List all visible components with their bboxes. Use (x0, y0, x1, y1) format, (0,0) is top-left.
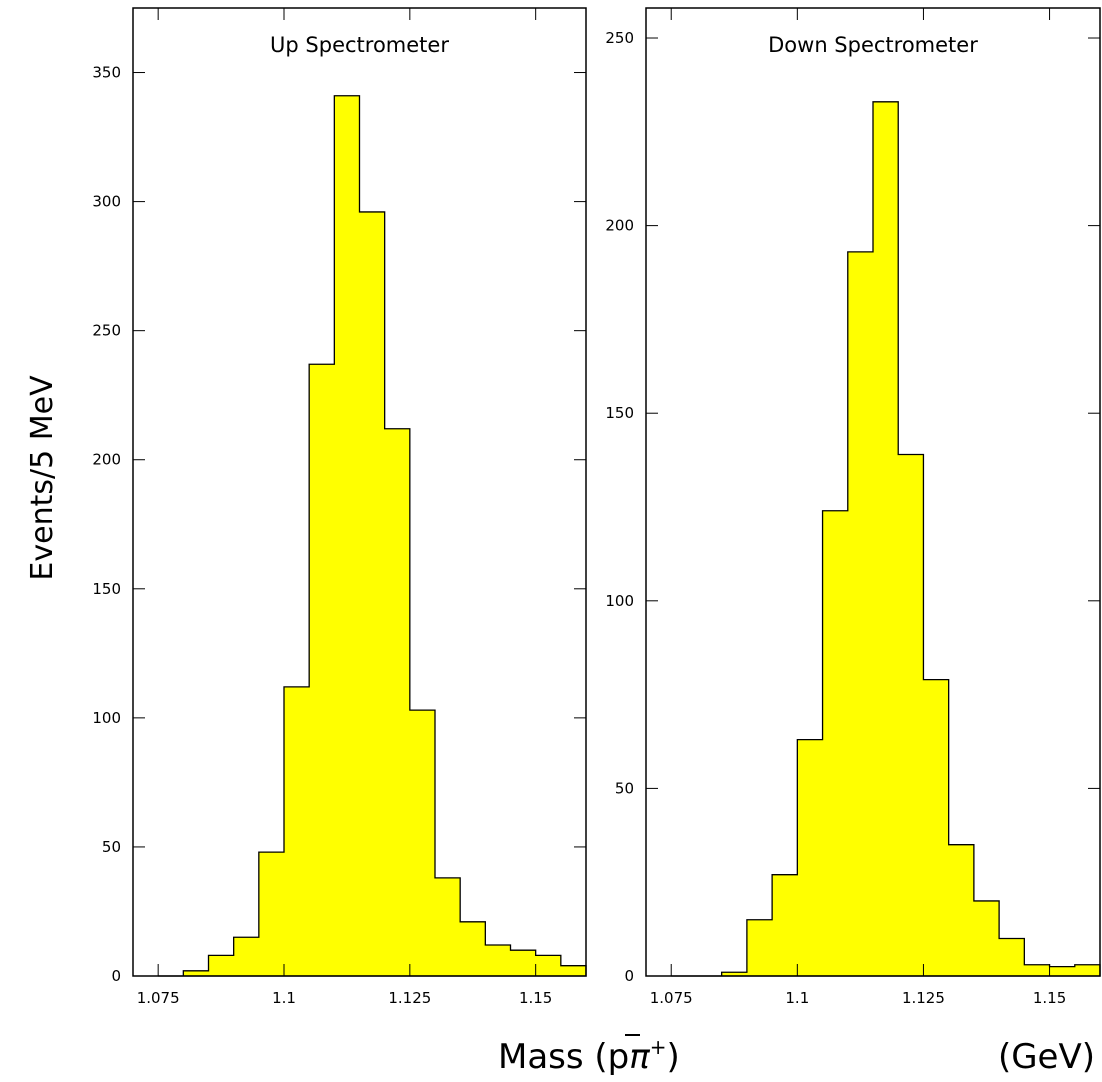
y-axis-label: Events/5 MeV (25, 375, 60, 581)
histogram-bin (384, 428, 410, 976)
histogram-bin (822, 510, 848, 976)
y-tick-label: 250 (92, 322, 121, 340)
histogram-bin (535, 955, 561, 976)
y-tick-label: 150 (92, 580, 121, 598)
histogram-bin (460, 921, 486, 976)
y-tick-label: 100 (92, 709, 121, 727)
histogram-bin (898, 454, 924, 977)
histogram-bin (1049, 966, 1075, 976)
y-tick-label: 250 (605, 29, 634, 47)
y-tick-label: 50 (102, 838, 121, 856)
y-tick-label: 100 (605, 592, 634, 610)
histogram-bin (510, 950, 536, 976)
histogram-bin (999, 938, 1025, 976)
y-tick-label: 350 (92, 64, 121, 82)
x-axis-label-pi: π (629, 1037, 650, 1077)
plot-frame (645, 7, 1101, 977)
histogram-bin (284, 686, 310, 976)
x-tick-label: 1.125 (902, 989, 945, 1007)
x-tick-label: 1.075 (650, 989, 693, 1007)
histogram-bin (485, 945, 511, 976)
y-tick-label: 200 (92, 451, 121, 469)
x-tick-label: 1.1 (272, 989, 296, 1007)
histogram-bin (923, 679, 949, 976)
histogram-outline (158, 95, 587, 977)
y-tick-label: 0 (111, 967, 121, 985)
y-tick-label: 0 (624, 967, 634, 985)
y-tick-label: 150 (605, 404, 634, 422)
histogram-bin (873, 101, 899, 976)
panel-title: Up Spectrometer (270, 33, 449, 57)
x-axis-unit-label: (GeV) (998, 1037, 1095, 1077)
histogram-bin (1074, 964, 1100, 976)
histogram-bin (435, 877, 461, 976)
histogram-bin (973, 900, 1000, 976)
x-tick-label: 1.075 (137, 989, 180, 1007)
x-axis-label-close: ) (667, 1037, 680, 1077)
histogram-bin (560, 965, 586, 976)
histogram-bin (847, 251, 873, 976)
x-axis-label: Mass (pπ+) (498, 1035, 680, 1077)
y-tick-label: 50 (615, 779, 634, 797)
x-axis-label-sup: + (650, 1035, 667, 1059)
x-axis-label-main: Mass ( (498, 1037, 608, 1077)
histogram-bin (208, 955, 234, 976)
histogram-bin (258, 852, 284, 976)
histogram-bin (772, 874, 798, 976)
histogram-bin (233, 937, 259, 976)
panel-down-spectrometer: 0 50 100 150 200 250 1.075 1.1 1.125 1.15 Down Spe… (605, 7, 1101, 1007)
y-tick-label: 200 (605, 217, 634, 235)
x-axis-label-pbar: p (608, 1037, 630, 1077)
histogram-bin (334, 95, 360, 977)
histogram-bin (409, 710, 435, 976)
histogram-bin (746, 919, 773, 976)
histogram-bin (359, 211, 385, 976)
x-tick-label: 1.1 (785, 989, 809, 1007)
histogram-bin (309, 364, 335, 976)
panel-up-spectrometer: 0 50 100 150 200 250 300 350 1.075 1.1 1.125 1.15 Up… (92, 7, 587, 1007)
x-tick-label: 1.15 (1033, 989, 1066, 1007)
histogram-bin (1024, 964, 1050, 976)
y-tick-label: 300 (92, 193, 121, 211)
panel-title: Down Spectrometer (768, 33, 978, 57)
histogram-bin (183, 970, 209, 976)
histogram-bin (948, 844, 974, 976)
x-tick-label: 1.125 (388, 989, 431, 1007)
plot-frame (132, 7, 587, 977)
histogram-bin (797, 739, 823, 976)
histogram-bin (721, 972, 747, 976)
x-tick-label: 1.15 (519, 989, 552, 1007)
